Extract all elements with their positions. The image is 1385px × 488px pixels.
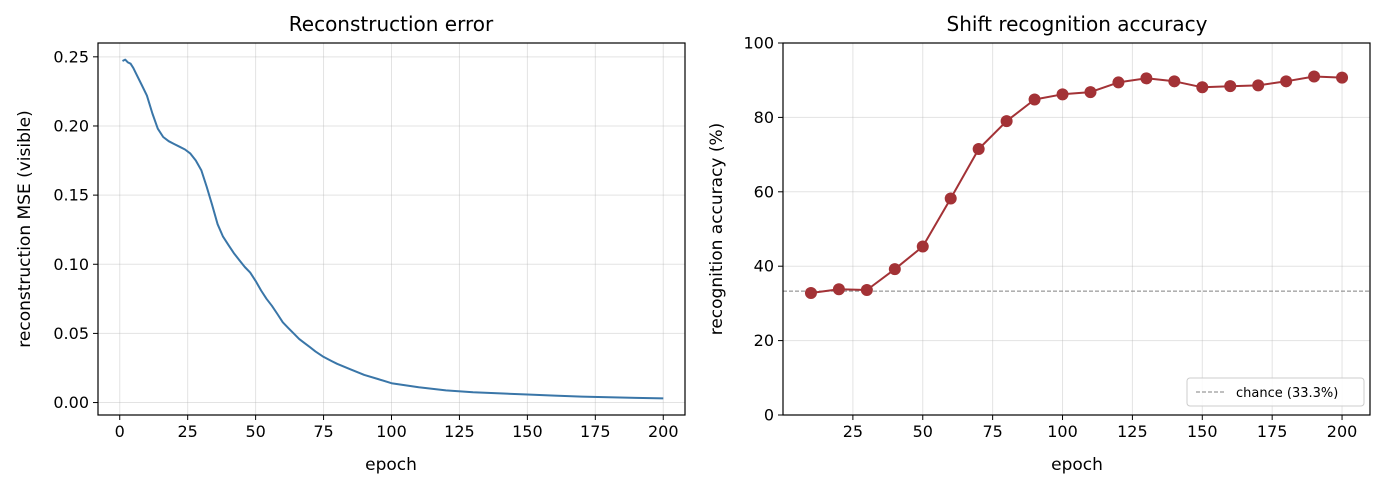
accuracy-point [944, 192, 957, 205]
accuracy-point [832, 283, 845, 296]
x-tick-label: 50 [913, 422, 933, 441]
y-tick-label: 100 [743, 34, 774, 53]
legend-box [1186, 377, 1365, 407]
accuracy-point [1084, 86, 1097, 99]
x-tick-label: 0 [115, 422, 125, 441]
legend-label: chance (33.3%) [1236, 386, 1338, 401]
x-tick-label: 75 [313, 422, 333, 441]
plot-area [122, 58, 664, 400]
x-tick-label: 25 [178, 422, 198, 441]
x-tick-label: 150 [1187, 422, 1218, 441]
axes-frame [782, 42, 1371, 416]
x-tick-label: 150 [512, 422, 543, 441]
x-tick-label: 25 [843, 422, 863, 441]
accuracy-point [1252, 79, 1265, 92]
legend: chance (33.3%) [1186, 377, 1365, 407]
axis-ticks: 0 25 50 75 100 125 150 175 200 0.00 0.05 0.10 0.15 0.… [53, 47, 678, 441]
accuracy-point [888, 263, 901, 276]
accuracy-point [1112, 76, 1125, 89]
y-tick-label: 60 [754, 182, 774, 201]
y-tick-label: 0.10 [53, 255, 89, 274]
x-tick-label: 125 [1117, 422, 1148, 441]
chart-title: Reconstruction error [289, 12, 494, 36]
x-tick-label: 75 [982, 422, 1002, 441]
y-tick-label: 0.00 [53, 393, 89, 412]
accuracy-point [1056, 88, 1069, 101]
accuracy-point [1168, 75, 1181, 88]
y-tick-label: 0.20 [53, 116, 89, 135]
x-tick-label: 175 [1257, 422, 1288, 441]
y-axis-label: recognition accuracy (%) [707, 123, 727, 336]
x-axis-label: epoch [365, 455, 417, 475]
accuracy-point [1224, 80, 1237, 93]
y-tick-label: 0.25 [53, 47, 89, 66]
accuracy-point [1308, 70, 1321, 83]
x-tick-label: 125 [444, 422, 475, 441]
accuracy-line [810, 75, 1343, 294]
chart-title: Shift recognition accuracy [947, 12, 1208, 36]
y-tick-label: 0 [764, 406, 774, 425]
accuracy-point [1140, 72, 1153, 85]
x-tick-label: 100 [1047, 422, 1078, 441]
axes-frame [97, 42, 686, 416]
accuracy-point [916, 240, 929, 253]
y-tick-label: 0.05 [53, 324, 89, 343]
plot-area [783, 70, 1370, 299]
accuracy-point [1336, 71, 1349, 84]
x-tick-label: 50 [245, 422, 265, 441]
axis-ticks: 25 50 75 100 125 150 175 200 0 20 40 60 80 100 [743, 34, 1357, 442]
y-tick-label: 0.15 [53, 186, 89, 205]
accuracy-point [972, 143, 985, 156]
y-tick-label: 80 [754, 108, 774, 127]
x-tick-label: 200 [1327, 422, 1358, 441]
accuracy-point [804, 286, 817, 299]
x-axis-label: epoch [1051, 455, 1103, 475]
shift-accuracy-panel: Shift recognition accuracy 25 50 75 100 125 1… [707, 12, 1371, 475]
x-tick-label: 100 [376, 422, 407, 441]
accuracy-point [1196, 81, 1209, 94]
y-axis-label: reconstruction MSE (visible) [15, 110, 35, 347]
accuracy-point [1028, 93, 1041, 106]
grid [98, 43, 685, 415]
accuracy-point [860, 284, 873, 297]
x-tick-label: 175 [580, 422, 611, 441]
reconstruction-error-panel: Reconstruction error 0 25 50 75 100 125 150 175… [15, 12, 686, 475]
mse-line [122, 58, 664, 400]
y-tick-label: 40 [754, 257, 774, 276]
x-tick-label: 200 [648, 422, 679, 441]
accuracy-point [1280, 75, 1293, 88]
accuracy-point [1000, 115, 1013, 128]
grid [783, 42, 1370, 416]
y-tick-label: 20 [754, 331, 774, 350]
